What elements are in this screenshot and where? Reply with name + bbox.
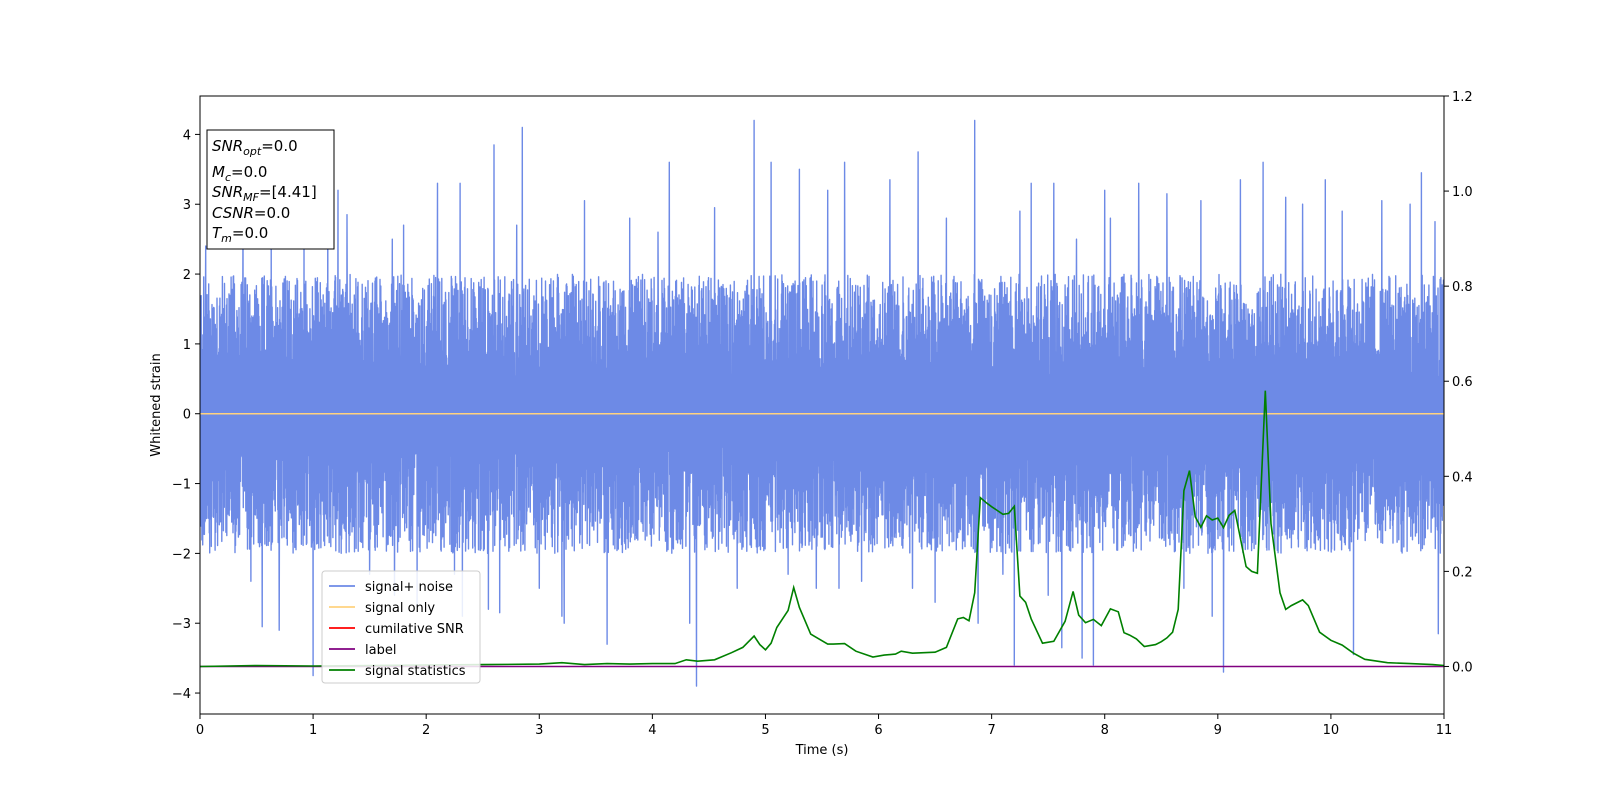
axes-frame [199, 95, 1445, 715]
info-symbol: T [212, 224, 223, 242]
x-tick-label: 2 [422, 723, 430, 738]
info-box-line: Tm=0.0 [212, 224, 268, 245]
legend-frame [321, 570, 481, 684]
info-box-line: SNRMF=[4.41] [212, 183, 317, 204]
signal-noise-series [200, 119, 1444, 687]
x-tick-label: 1 [309, 723, 317, 738]
signal-statistics-line [200, 390, 1444, 668]
info-box-line: SNRopt=0.0 [212, 137, 298, 158]
x-tick-label: 6 [874, 723, 882, 738]
x-tick-label: 4 [648, 723, 656, 738]
y-left-tick-label: 0 [183, 408, 191, 423]
y-right-tick-label: 1.2 [1452, 90, 1473, 105]
signal-noise-line [200, 119, 1444, 687]
info-value: =0.0 [232, 224, 268, 242]
info-subscript: opt [243, 145, 262, 158]
info-value: =[4.41] [259, 183, 317, 201]
y-left-tick-label: 3 [183, 198, 191, 213]
x-tick-label: 3 [535, 723, 543, 738]
y-left-tick-label: 2 [183, 268, 191, 283]
x-tick-label: 11 [1436, 723, 1453, 738]
info-symbol: SNR [212, 137, 243, 155]
info-symbol: M [212, 163, 225, 181]
y-right-tick-label: 1.0 [1452, 185, 1473, 200]
x-axis-ticks: 0 1 2 3 4 5 6 7 8 9 10 11 [196, 714, 1452, 738]
x-tick-label: 10 [1323, 723, 1340, 738]
legend: signal+ noise signal only cumilative SNR la… [321, 570, 481, 684]
legend-label: signal+ noise [365, 580, 453, 595]
info-value: =0.0 [231, 163, 267, 181]
x-tick-label: 8 [1101, 723, 1109, 738]
info-box-frame [206, 129, 335, 250]
legend-label: label [365, 643, 396, 658]
y-right-tick-label: 0.2 [1452, 565, 1473, 580]
x-tick-label: 0 [196, 723, 204, 738]
y-left-tick-label: 1 [183, 338, 191, 353]
y-right-tick-label: 0.4 [1452, 470, 1473, 485]
y-right-tick-label: 0.8 [1452, 280, 1473, 295]
y-right-tick-label: 0.6 [1452, 375, 1473, 390]
y-left-tick-label: −4 [172, 687, 191, 702]
legend-label: cumilative SNR [365, 622, 464, 637]
x-axis-label: Time (s) [795, 743, 849, 758]
x-tick-label: 7 [987, 723, 995, 738]
info-box-line: CSNR=0.0 [212, 204, 290, 222]
y-right-axis-ticks: 0.0 0.2 0.4 0.6 0.8 1.0 1.2 [1444, 90, 1473, 675]
x-tick-label: 5 [761, 723, 769, 738]
info-value: =0.0 [261, 137, 297, 155]
y-left-tick-label: −3 [172, 617, 191, 632]
info-subscript: MF [243, 191, 259, 204]
info-box-line: Mc=0.0 [212, 163, 267, 184]
info-subscript: m [221, 232, 232, 245]
info-symbol: CSNR [212, 204, 254, 222]
info-symbol: SNR [212, 183, 243, 201]
info-subscript: c [225, 171, 231, 184]
x-tick-label: 9 [1214, 723, 1222, 738]
y-left-tick-label: −1 [172, 478, 191, 493]
y-left-tick-label: 4 [183, 128, 191, 143]
parameters-info-box: SNRopt=0.0Mc=0.0SNRMF=[4.41]CSNR=0.0Tm=0… [206, 129, 335, 250]
y-left-axis-ticks: −4 −3 −2 −1 0 1 2 3 4 [172, 128, 200, 702]
legend-label: signal only [365, 601, 435, 616]
info-value: =0.0 [254, 204, 290, 222]
y-axis-label: Whitened strain [149, 353, 164, 456]
y-right-tick-label: 0.0 [1452, 660, 1473, 675]
legend-label: signal statistics [365, 664, 466, 679]
y-left-tick-label: −2 [172, 547, 191, 562]
